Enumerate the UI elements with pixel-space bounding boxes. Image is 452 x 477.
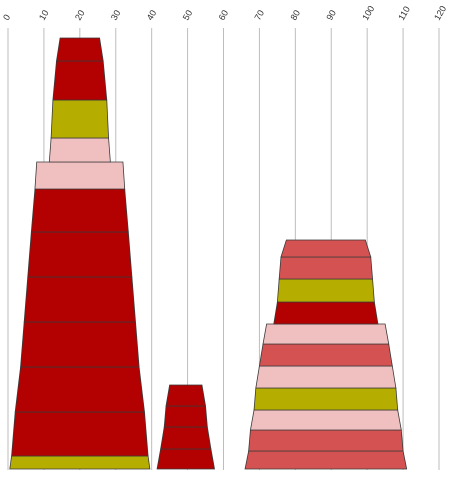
x-tick-label: 60: [217, 8, 231, 22]
funnel-segment: [244, 450, 408, 470]
x-tick-label: 90: [324, 8, 338, 22]
x-tick-label: 100: [360, 4, 376, 22]
funnel-stacks: [9, 37, 408, 470]
x-tick-label: 0: [1, 13, 12, 22]
funnel-segment: [52, 60, 108, 101]
funnel-segment: [34, 161, 126, 190]
funnel-segment: [9, 455, 151, 470]
funnel-segment: [255, 365, 397, 389]
funnel-stack: [244, 239, 408, 470]
funnel-segment: [14, 366, 145, 413]
funnel-segment: [165, 384, 207, 407]
funnel-segment: [249, 409, 402, 431]
x-tick-label: 50: [181, 8, 195, 22]
funnel-segment: [278, 256, 373, 280]
funnel-segment: [160, 426, 212, 450]
funnel-segment: [253, 387, 399, 411]
funnel-segment: [56, 37, 104, 62]
funnel-segment: [20, 321, 140, 368]
funnel-segment: [23, 276, 136, 323]
x-tick-label: 80: [288, 8, 302, 22]
funnel-segment: [11, 411, 149, 457]
funnel-segment: [276, 278, 375, 303]
funnel-segment: [262, 323, 390, 345]
funnel-segment: [48, 137, 111, 163]
x-tick-label: 70: [252, 8, 266, 22]
funnel-stack: [9, 37, 151, 470]
funnel-segment: [50, 99, 109, 139]
funnel-segment: [248, 429, 404, 452]
funnel-segment: [156, 448, 215, 470]
funnel-segment: [27, 231, 133, 278]
funnel-stack: [156, 384, 215, 470]
x-tick-label: 40: [145, 8, 159, 22]
x-tick-label: 20: [73, 8, 87, 22]
x-tick-label: 120: [432, 4, 448, 22]
x-tick-label: 10: [37, 8, 51, 22]
funnel-segment: [30, 188, 129, 233]
x-tick-label: 110: [396, 5, 412, 22]
funnel-segment: [163, 405, 208, 428]
x-tick-label: 30: [109, 8, 123, 22]
x-tick-labels: 0 10 20 30 40 50 60 70 80 90 100 110 120: [1, 4, 448, 22]
funnel-segment: [258, 343, 393, 367]
funnel-segment: [280, 239, 372, 258]
funnel-segment: [273, 301, 379, 325]
